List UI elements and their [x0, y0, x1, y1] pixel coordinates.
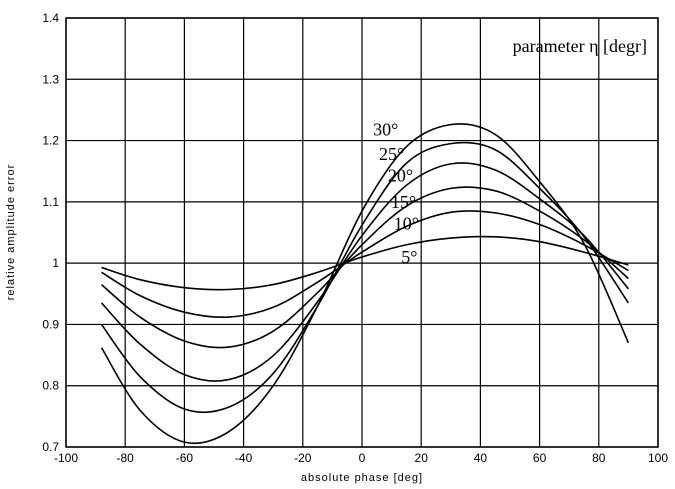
series-label-20deg: 20° [388, 166, 413, 186]
y-tick-label: 1 [52, 256, 59, 270]
series-line-10deg [101, 210, 629, 319]
y-tick-label: 1.3 [42, 72, 59, 86]
x-tick-label: 20 [415, 451, 429, 465]
plot-frame [65, 17, 659, 448]
tick-labels: -100 -80 -60 -40 -20 0 20 40 60 80 100 0.7 0.8 0.9 1 1.… [42, 11, 668, 465]
x-tick-label: 60 [533, 451, 547, 465]
series-label-25deg: 25° [379, 144, 404, 164]
x-axis-label: absolute phase [deg] [301, 472, 423, 484]
x-tick-label: -40 [235, 451, 253, 465]
series-label-5deg: 5° [401, 247, 417, 267]
series-layer [100, 123, 630, 445]
x-tick-label: -60 [176, 451, 194, 465]
y-tick-label: 1.1 [42, 195, 59, 209]
series-line-5deg [101, 235, 629, 291]
y-tick-label: 0.7 [42, 440, 59, 454]
series-label-30deg: 30° [373, 120, 398, 140]
series-label-15deg: 15° [391, 192, 416, 212]
x-tick-label: -100 [54, 451, 78, 465]
y-tick-label: 1.2 [42, 134, 59, 148]
series-labels: 5° 10°15° 20°25° 30° [373, 120, 419, 267]
y-tick-label: 0.9 [42, 317, 59, 331]
series-label-10deg: 10° [394, 213, 419, 233]
x-tick-label: 100 [648, 451, 668, 465]
x-tick-label: 40 [474, 451, 488, 465]
legend-title: parameter η [degr] [513, 36, 647, 56]
y-tick-label: 0.8 [42, 379, 59, 393]
x-tick-label: 0 [359, 451, 366, 465]
x-tick-label: 80 [592, 451, 606, 465]
y-axis-label: relative amplitude error [5, 164, 17, 301]
x-tick-label: -20 [294, 451, 312, 465]
series-line-20deg [100, 162, 630, 382]
x-tick-label: -80 [117, 451, 135, 465]
y-tick-label: 1.4 [42, 11, 59, 25]
series-line-15deg [101, 186, 629, 349]
series-line-30deg [100, 123, 630, 445]
series-line-25deg [100, 141, 630, 414]
